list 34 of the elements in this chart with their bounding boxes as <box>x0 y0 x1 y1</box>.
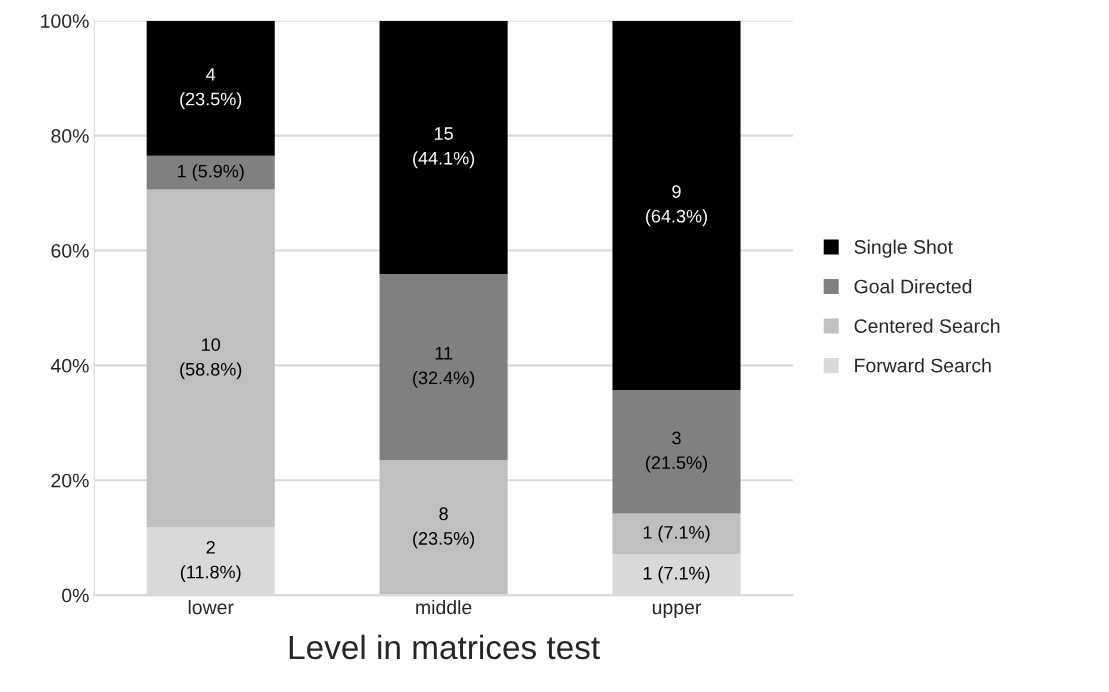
data-label: 4 (23.5%) <box>180 68 242 109</box>
bar <box>379 20 508 275</box>
bar <box>612 390 741 514</box>
y-tick-label: 40% <box>50 358 89 373</box>
bar <box>612 20 741 391</box>
data-label: 1 (5.9%) <box>177 164 244 182</box>
bar <box>379 274 508 461</box>
data-label: 8 (23.5%) <box>413 507 475 549</box>
legend-label: Single Shot <box>854 239 953 258</box>
data-label: 1 (7.1%) <box>643 525 710 543</box>
data-label: 9 (64.3%) <box>646 185 707 227</box>
bar <box>612 513 741 555</box>
y-tick-label: 100% <box>41 14 89 28</box>
legend-label: Goal Directed <box>854 279 972 294</box>
y-tick-label: 0% <box>62 588 89 603</box>
legend-label: Forward Search <box>855 358 991 373</box>
bar <box>146 155 275 190</box>
bar <box>379 460 508 596</box>
data-label: 1 (7.1%) <box>643 566 710 584</box>
bar <box>146 189 275 528</box>
x-tick-label: lower <box>188 599 234 615</box>
data-label: 11 (32.4%) <box>413 347 475 388</box>
x-axis-title: Level in matrices test <box>289 634 600 660</box>
legend-label: Centered Search <box>854 318 1000 333</box>
data-label: 15 (44.1%) <box>413 127 475 169</box>
y-tick-label: 60% <box>51 243 89 258</box>
data-label: 10 (58.8%) <box>180 338 242 380</box>
y-tick-label: 20% <box>51 473 89 488</box>
y-tick-label: 80% <box>51 129 89 143</box>
data-label: 2 (11.8%) <box>180 540 241 582</box>
x-tick-label: upper <box>652 603 702 619</box>
bar <box>146 20 275 156</box>
data-label: 3 (21.5%) <box>646 431 707 473</box>
x-tick-label: middle <box>416 599 472 615</box>
